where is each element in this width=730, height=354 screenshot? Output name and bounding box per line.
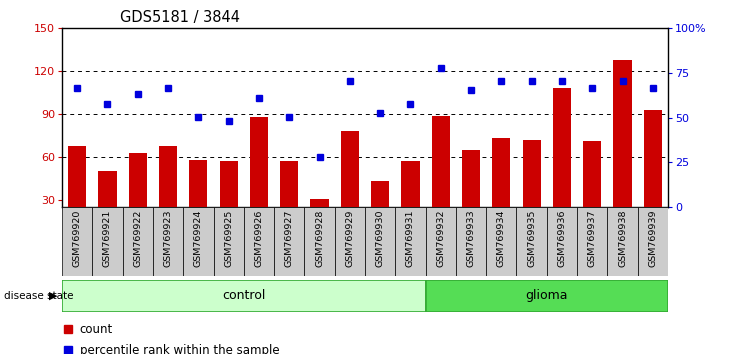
Text: GSM769920: GSM769920 <box>73 210 82 267</box>
Bar <box>523 140 541 243</box>
Bar <box>274 207 304 276</box>
Text: GSM769935: GSM769935 <box>527 210 536 267</box>
Bar <box>426 280 668 312</box>
Bar <box>62 207 93 276</box>
Bar <box>638 207 668 276</box>
Bar <box>250 117 268 243</box>
Bar <box>547 207 577 276</box>
Text: control: control <box>222 289 266 302</box>
Text: GSM769931: GSM769931 <box>406 210 415 267</box>
Text: GSM769925: GSM769925 <box>224 210 233 267</box>
Bar <box>68 145 86 243</box>
Bar <box>128 153 147 243</box>
Bar <box>396 207 426 276</box>
Bar <box>553 88 571 243</box>
Bar <box>62 280 426 312</box>
Bar <box>99 171 117 243</box>
Bar <box>341 131 359 243</box>
Bar <box>93 207 123 276</box>
Text: GSM769936: GSM769936 <box>558 210 566 267</box>
Bar <box>431 115 450 243</box>
Text: GSM769930: GSM769930 <box>376 210 385 267</box>
Bar <box>304 207 335 276</box>
Text: GSM769932: GSM769932 <box>437 210 445 267</box>
Bar <box>280 161 299 243</box>
Text: GSM769924: GSM769924 <box>194 210 203 267</box>
Bar <box>189 160 207 243</box>
Bar <box>153 207 183 276</box>
Bar <box>462 150 480 243</box>
Text: GSM769939: GSM769939 <box>648 210 657 267</box>
Bar <box>486 207 517 276</box>
Text: percentile rank within the sample: percentile rank within the sample <box>80 344 279 354</box>
Text: GSM769926: GSM769926 <box>255 210 264 267</box>
Bar <box>123 207 153 276</box>
Bar <box>310 199 328 243</box>
Text: GSM769928: GSM769928 <box>315 210 324 267</box>
Bar <box>220 161 238 243</box>
Bar <box>371 181 389 243</box>
Text: GSM769938: GSM769938 <box>618 210 627 267</box>
Bar <box>613 60 631 243</box>
Bar <box>335 207 365 276</box>
Text: disease state: disease state <box>4 291 73 301</box>
Bar <box>607 207 638 276</box>
Bar <box>492 138 510 243</box>
Bar <box>159 145 177 243</box>
Bar <box>577 207 607 276</box>
Bar <box>183 207 214 276</box>
Text: GSM769934: GSM769934 <box>497 210 506 267</box>
Bar <box>244 207 274 276</box>
Bar <box>365 207 396 276</box>
Bar <box>402 161 420 243</box>
Text: count: count <box>80 323 113 336</box>
Bar <box>644 110 662 243</box>
Text: GSM769929: GSM769929 <box>345 210 354 267</box>
Bar <box>517 207 547 276</box>
Bar <box>456 207 486 276</box>
Bar <box>214 207 244 276</box>
Text: ▶: ▶ <box>49 291 58 301</box>
Text: GSM769937: GSM769937 <box>588 210 596 267</box>
Text: GSM769927: GSM769927 <box>285 210 293 267</box>
Text: GDS5181 / 3844: GDS5181 / 3844 <box>120 10 240 25</box>
Text: GSM769921: GSM769921 <box>103 210 112 267</box>
Text: glioma: glioma <box>526 289 568 302</box>
Text: GSM769922: GSM769922 <box>134 210 142 267</box>
Bar <box>583 141 602 243</box>
Bar <box>426 207 456 276</box>
Text: GSM769933: GSM769933 <box>466 210 475 268</box>
Text: GSM769923: GSM769923 <box>164 210 172 267</box>
